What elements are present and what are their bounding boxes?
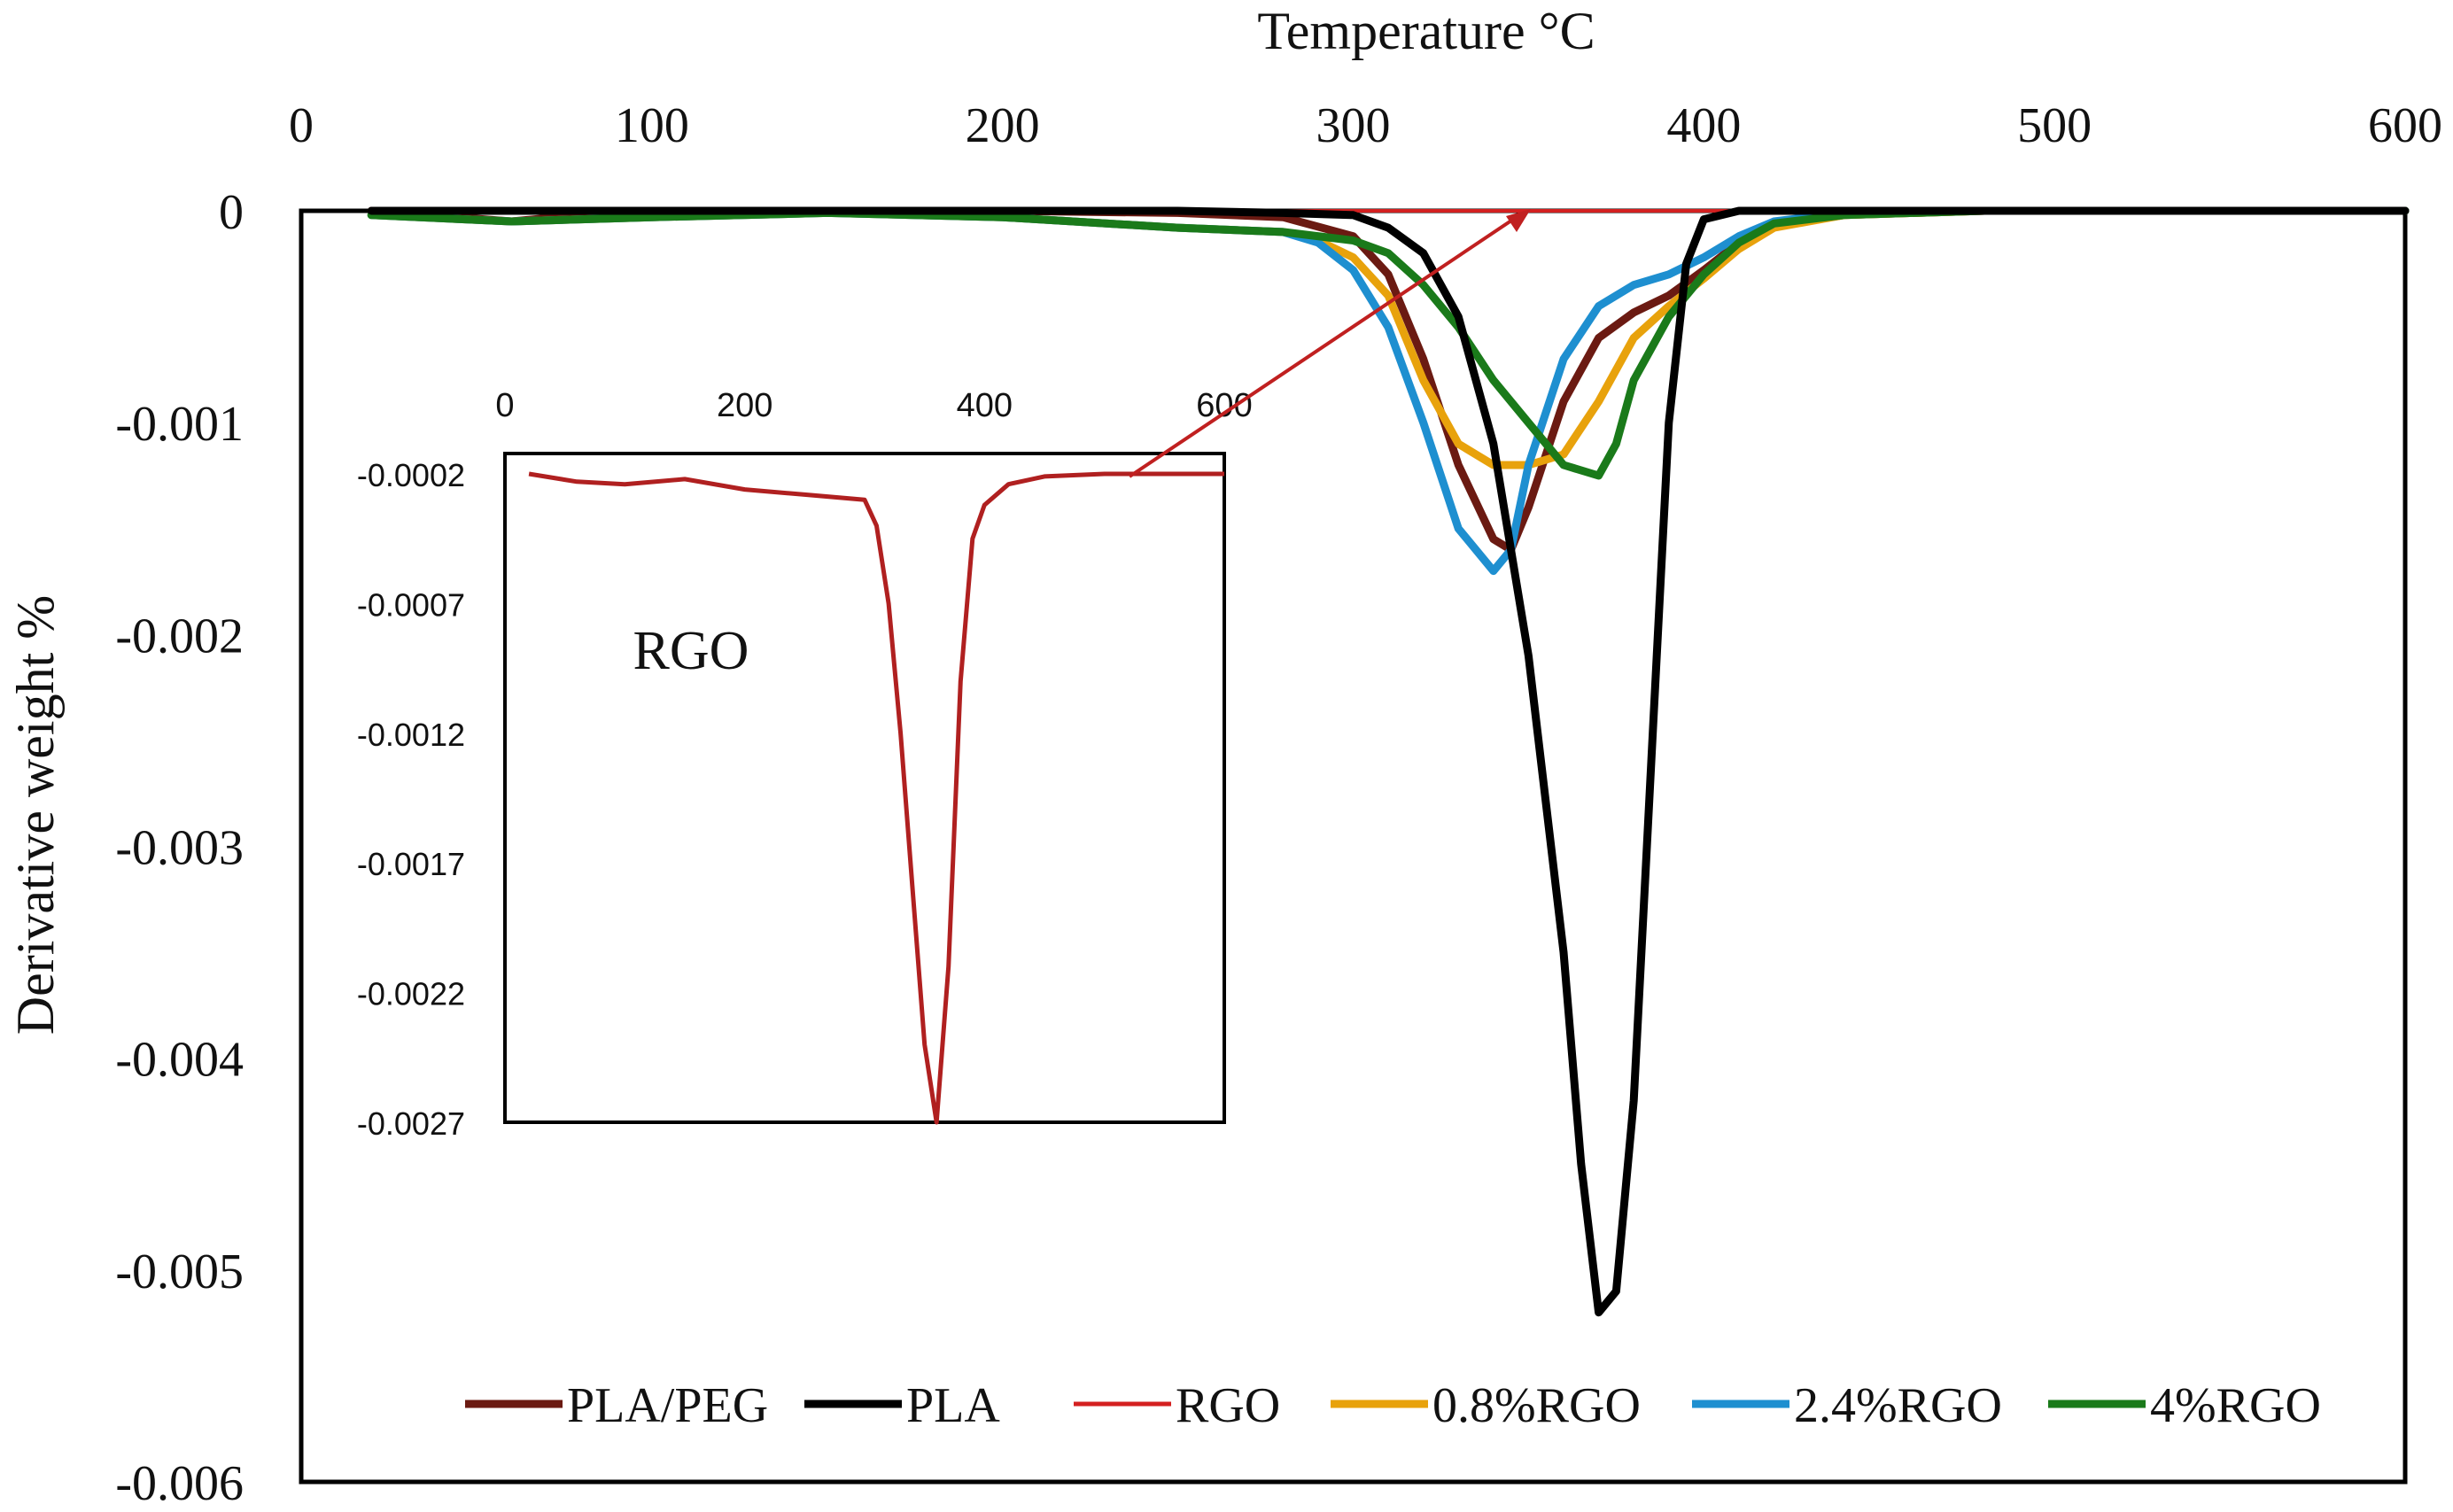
legend-label-2.4%RGO: 2.4%RGO — [1794, 1378, 2002, 1433]
y-tick-label-2: -0.002 — [115, 609, 244, 663]
inset-series-lines — [528, 471, 1224, 1125]
x-tick-label-200: 200 — [966, 98, 1040, 153]
inset-pointer-arrow — [1128, 215, 1518, 478]
legend-label-PLA: PLA — [906, 1378, 1000, 1433]
x-tick-label-300: 300 — [1316, 98, 1391, 153]
inset-y-tick-label-4: -0.0022 — [357, 976, 465, 1012]
inset-y-tick-label-3: -0.0017 — [357, 846, 465, 882]
legend-label-4%RGO: 4%RGO — [2150, 1378, 2321, 1433]
y-axis-title: Derivative weight % — [6, 595, 65, 1035]
x-tick-label-500: 500 — [2017, 98, 2092, 153]
legend-label-PLA/PEG: PLA/PEG — [567, 1378, 768, 1433]
inset-pointer-arrowhead — [1506, 209, 1531, 232]
inset-frame — [503, 452, 1226, 1124]
series-line-4%RGO — [367, 206, 2410, 480]
y-tick-label-0: 0 — [219, 185, 244, 240]
legend: PLA/PEG PLA RGO 0.8%RGO 2.4%RGO 4%RGO — [465, 1378, 2321, 1433]
main-tick-labels: 0 100 200 300 400 500 600 0 -0.001 -0.002 -0.003 -0… — [115, 98, 2442, 1511]
x-tick-label-100: 100 — [615, 98, 689, 153]
y-tick-label-5: -0.005 — [115, 1244, 244, 1299]
x-tick-label-600: 600 — [2368, 98, 2442, 153]
y-tick-label-1: -0.001 — [115, 397, 244, 452]
x-axis-title: Temperature °C — [1257, 2, 1595, 60]
inset-y-tick-label-1: -0.0007 — [357, 586, 465, 623]
y-tick-label-6: -0.006 — [115, 1456, 244, 1511]
inset-x-tick-label-0: 0 — [495, 387, 514, 424]
inset-y-tick-label-5: -0.0027 — [357, 1105, 465, 1142]
x-tick-label-400: 400 — [1666, 98, 1741, 153]
y-tick-label-3: -0.003 — [115, 821, 244, 876]
inset-y-tick-label-2: -0.0012 — [357, 717, 465, 753]
inset-y-tick-label-0: -0.0002 — [357, 457, 465, 493]
main-series-lines — [367, 206, 2410, 1317]
inset-x-tick-label-600: 600 — [1196, 387, 1252, 424]
inset-series-line-RGO — [528, 471, 1224, 1125]
inset-tick-labels: 0 200 400 600 -0.0002 -0.0007 -0.0012 -0.0017 -0… — [357, 387, 1253, 1142]
series-line-PLA — [367, 206, 2410, 1317]
legend-label-0.8%RGO: 0.8%RGO — [1432, 1378, 1641, 1433]
legend-label-RGO: RGO — [1176, 1378, 1280, 1433]
x-tick-label-0: 0 — [289, 98, 314, 153]
inset-x-tick-label-200: 200 — [717, 387, 772, 424]
inset-title: RGO — [633, 621, 749, 681]
inset-x-tick-label-400: 400 — [957, 387, 1013, 424]
y-tick-label-4: -0.004 — [115, 1033, 244, 1088]
